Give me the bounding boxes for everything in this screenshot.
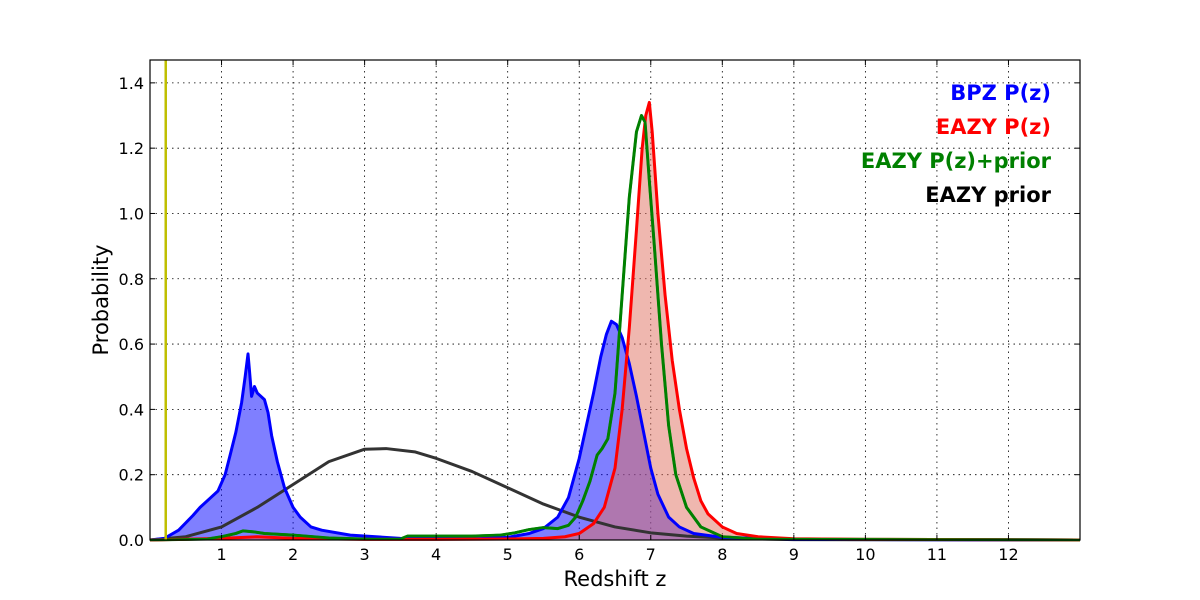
x-tick-label: 12 (998, 545, 1018, 564)
y-tick-label: 0.8 (119, 270, 144, 289)
series-fills (150, 102, 1080, 540)
legend-eazy-p-z-prior: EAZY P(z)+prior (861, 149, 1052, 173)
eazy-prior-line (149, 447, 1081, 542)
legend-bpz-p-z: BPZ P(z) (950, 81, 1051, 105)
axis-ticks: 1 2 3 4 5 6 7 8 9 10 11 120.00.20.40.60.81.01.21.4 (119, 60, 1080, 564)
plot-frame (149, 59, 1081, 541)
legend-eazy-prior: EAZY prior (925, 183, 1051, 207)
y-tick-label: 0.0 (119, 531, 144, 550)
legend: BPZ P(z) EAZY P(z) EAZY P(z)+prior EAZY pri… (861, 81, 1052, 207)
x-tick-label: 4 (431, 545, 441, 564)
y-tick-label: 1.2 (119, 139, 144, 158)
bpz-p-z-area (150, 321, 1080, 540)
x-tick-label: 3 (360, 545, 370, 564)
x-tick-label: 6 (574, 545, 584, 564)
y-tick-label: 1.4 (119, 74, 144, 93)
y-tick-label: 0.6 (119, 335, 144, 354)
x-tick-label: 7 (646, 545, 656, 564)
x-axis-label: Redshift z (564, 567, 667, 591)
series-lines (149, 100, 1081, 542)
x-tick-label: 2 (288, 545, 298, 564)
bpz-p-z-line (149, 319, 1081, 542)
x-tick-label: 11 (927, 545, 947, 564)
eazy-p-z-line (149, 100, 1081, 542)
x-tick-label: 8 (717, 545, 727, 564)
y-tick-label: 0.2 (119, 466, 144, 485)
y-tick-label: 1.0 (119, 204, 144, 223)
y-tick-label: 0.4 (119, 400, 144, 419)
legend-eazy-p-z: EAZY P(z) (936, 115, 1051, 139)
x-tick-label: 5 (503, 545, 513, 564)
grid-lines (150, 60, 1080, 540)
x-tick-label: 9 (789, 545, 799, 564)
x-tick-label: 10 (855, 545, 875, 564)
eazy-p-z-prior-line-top (149, 114, 1081, 542)
y-axis-label: Probability (89, 244, 113, 355)
x-tick-label: 1 (216, 545, 226, 564)
